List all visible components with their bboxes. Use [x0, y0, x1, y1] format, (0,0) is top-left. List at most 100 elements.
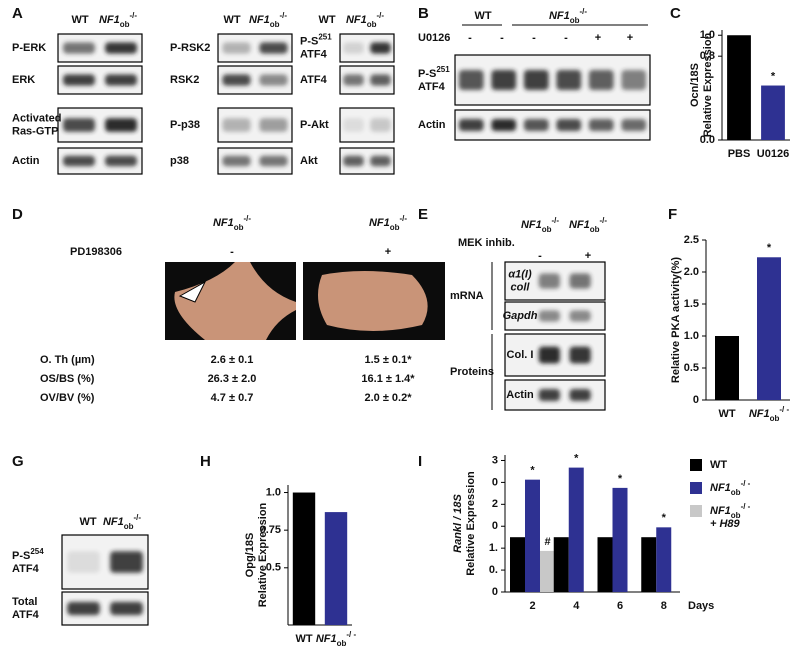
- legend-entry: WT: [710, 459, 727, 471]
- x-tick-label: 2: [529, 600, 535, 612]
- y-axis-label-part: Rankl / 18S: [452, 493, 464, 552]
- genotype: NF1ob-/-: [249, 11, 287, 29]
- y-tick-label: 0: [492, 586, 498, 598]
- blot-band: [105, 118, 137, 132]
- y-tick-label: 2.0: [684, 266, 699, 278]
- blot-band: [370, 74, 391, 86]
- condition-sign: +: [385, 246, 391, 258]
- y-axis-label: Relative Expression: [702, 32, 714, 137]
- row-label: OS/BS (%): [40, 373, 95, 385]
- x-tick-label: NF1ob-/ -: [749, 405, 790, 423]
- row-label: OV/BV (%): [40, 392, 95, 404]
- panel-letter: H: [200, 453, 211, 470]
- blot-label-part: P-S: [300, 35, 318, 47]
- panel-letter: C: [670, 5, 681, 22]
- bar: [324, 512, 348, 625]
- blot-label: ATF4: [12, 609, 40, 621]
- blot-band: [105, 74, 137, 86]
- blot-band: [343, 118, 364, 132]
- bar: [727, 35, 751, 140]
- blot-band: [523, 70, 549, 90]
- bone-trabecula: [303, 262, 445, 340]
- blot-band: [569, 346, 591, 364]
- legend-entry-part: NF1: [710, 505, 731, 517]
- blot-label: P-RSK2: [170, 42, 210, 54]
- blot-label: Akt: [300, 155, 318, 167]
- x-tick-label: 4: [573, 600, 580, 612]
- blot-band: [67, 601, 100, 616]
- legend-swatch: [690, 482, 702, 494]
- y-tick-label: 2.5: [684, 234, 699, 246]
- blot-band: [458, 70, 484, 90]
- blot-label: ERK: [12, 74, 35, 86]
- y-tick-label: 0.: [489, 564, 498, 576]
- genotype-part: -/-: [130, 11, 138, 20]
- blot-label: Col. I: [507, 349, 534, 361]
- x-tick-label: PBS: [728, 148, 751, 160]
- genotype-part: NF1: [569, 219, 590, 231]
- bone-trabecula: [165, 262, 296, 340]
- significance-mark: *: [574, 453, 579, 465]
- bar: [761, 85, 785, 140]
- genotype-part: -/-: [400, 214, 408, 223]
- bar: [612, 487, 628, 592]
- y-tick-label: 0.8: [700, 50, 715, 62]
- blot-label: Ras-GTP: [12, 125, 58, 137]
- genotype-part: -/-: [552, 216, 560, 225]
- bar: [757, 257, 781, 400]
- x-tick-label: NF1ob-/ -: [316, 630, 357, 648]
- bar: [641, 537, 657, 592]
- blot-band: [110, 601, 143, 616]
- panel-letter: A: [12, 5, 23, 22]
- genotype-part: ob: [234, 223, 244, 232]
- blot-band: [259, 155, 288, 167]
- legend-entry: NF1ob-/ -: [710, 479, 751, 497]
- blot-band: [63, 74, 95, 86]
- blot-band: [538, 346, 560, 364]
- blot-band: [556, 70, 582, 90]
- genotype: NF1ob-/-: [213, 214, 251, 232]
- x-tick-label-part: -/ -: [346, 630, 356, 639]
- blot-band: [259, 42, 288, 54]
- y-tick-label: 2: [492, 498, 498, 510]
- genotype-part: ob: [590, 225, 600, 234]
- x-tick-label: WT: [295, 633, 312, 645]
- lane-sign: +: [627, 32, 633, 44]
- legend-entry-part: ob: [731, 488, 741, 497]
- genotype-part: ob: [390, 223, 400, 232]
- wt-header: WT: [223, 14, 240, 26]
- bar: [553, 537, 569, 592]
- blot-label: P-ERK: [12, 42, 46, 54]
- row-value: 4.7 ± 0.7: [211, 392, 254, 404]
- wt-header: WT: [71, 14, 88, 26]
- x-tick-label-part: ob: [770, 414, 780, 423]
- significance-mark: *: [530, 465, 535, 477]
- blot-label: Total: [12, 596, 37, 608]
- bar: [597, 537, 613, 592]
- blot-band: [222, 155, 251, 167]
- genotype: NF1ob-/-: [549, 7, 587, 25]
- blot-label: P-Akt: [300, 119, 329, 131]
- blot-band: [343, 155, 364, 167]
- wt-header: WT: [474, 10, 491, 22]
- y-axis-label: Ocn/18S: [689, 63, 701, 107]
- blot-band: [105, 155, 137, 167]
- legend-swatch: [690, 505, 702, 517]
- blot-label: Activated: [12, 112, 62, 124]
- blot-label-part: ATF4: [12, 563, 40, 575]
- blot-label: P-p38: [170, 119, 200, 131]
- y-axis-label: Relative Expression: [465, 471, 477, 576]
- wt-header: WT: [318, 14, 335, 26]
- genotype-part: -/-: [280, 11, 288, 20]
- significance-mark: *: [767, 242, 772, 254]
- legend-entry-part: -/ -: [741, 502, 751, 511]
- bar: [656, 527, 672, 592]
- x-tick-label: 8: [661, 600, 667, 612]
- blot-label: P-S251: [300, 32, 332, 47]
- genotype-part: -/-: [600, 216, 608, 225]
- genotype-part: NF1: [369, 217, 390, 229]
- genotype-part: NF1: [249, 14, 270, 26]
- treatment-label: PD198306: [70, 246, 122, 258]
- y-tick-label: 0: [693, 394, 699, 406]
